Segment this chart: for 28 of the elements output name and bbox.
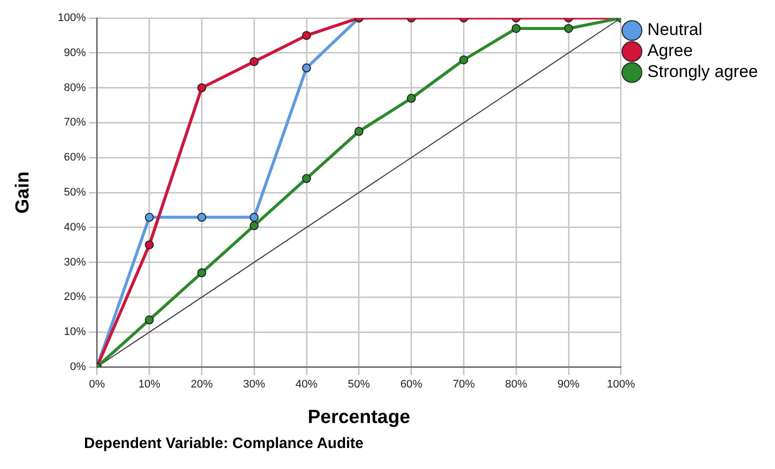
y-tick-label: 60%: [64, 152, 86, 164]
y-tick-label: 0%: [70, 361, 86, 374]
x-tick-label: 50%: [348, 378, 370, 391]
x-tick-label: 90%: [558, 378, 580, 391]
x-tick-label: 100%: [606, 378, 636, 391]
y-tick-label: 30%: [64, 256, 86, 268]
text: Dependent Variable: Complance Audite: [84, 435, 364, 452]
y-tick-label: 90%: [64, 46, 86, 59]
x-tick-label: 10%: [138, 378, 161, 391]
y-tick-label: 100%: [58, 12, 86, 24]
x-tick-label: 60%: [400, 378, 423, 391]
y-tick-label: 20%: [64, 291, 86, 304]
legend-label: Neutral: [647, 20, 702, 40]
y-tick-label: 80%: [64, 82, 86, 94]
y-tick-label: 10%: [64, 326, 86, 338]
x-tick-label: 30%: [243, 378, 266, 391]
y-tick-label: 50%: [64, 186, 86, 199]
x-tick-label: 70%: [452, 378, 475, 391]
x-tick-label: 80%: [505, 378, 528, 391]
x-tick-label: 40%: [296, 378, 318, 391]
x-tick-label: 0%: [88, 378, 106, 391]
y-tick-label: 40%: [64, 221, 86, 234]
x-axis-title: Percentage: [308, 406, 410, 428]
legend-label: Strongly agree: [647, 62, 758, 82]
y-tick-label: 70%: [64, 116, 86, 129]
legend-label: Agree: [647, 41, 693, 60]
y-axis-title: Gain: [12, 171, 34, 214]
x-tick-label: 20%: [190, 378, 213, 391]
